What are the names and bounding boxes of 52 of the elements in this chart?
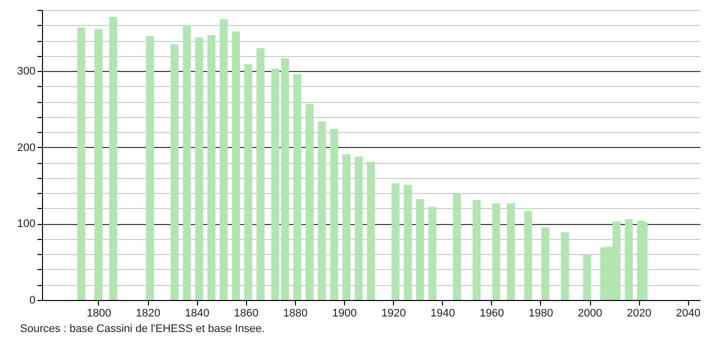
- bar: [146, 36, 154, 300]
- x-tick-label: 1820: [136, 308, 160, 320]
- x-tick-label: 1800: [86, 308, 112, 320]
- y-tick-label: 300: [17, 66, 36, 78]
- bar: [583, 254, 592, 300]
- bar: [109, 16, 118, 300]
- bar: [506, 203, 515, 300]
- bar: [342, 154, 350, 300]
- x-tick-label: 1940: [430, 308, 455, 320]
- bar: [318, 121, 326, 300]
- bar: [182, 25, 191, 300]
- y-tick-label: 0: [29, 294, 36, 306]
- bar: [330, 129, 338, 300]
- x-tick-label: 1980: [528, 308, 554, 320]
- bar: [524, 210, 532, 300]
- bar: [404, 184, 412, 300]
- bar: [452, 194, 461, 300]
- bar: [195, 37, 204, 300]
- bar: [77, 28, 86, 300]
- x-tick-label: 1920: [381, 308, 406, 320]
- x-tick-label: 2020: [626, 308, 652, 320]
- bar: [306, 104, 314, 300]
- x-tick-label: 1860: [234, 308, 259, 320]
- y-tick-label: 100: [17, 218, 36, 230]
- y-tick-label: 200: [17, 142, 36, 154]
- bar: [232, 31, 240, 300]
- bar: [244, 64, 252, 300]
- bar: [392, 183, 400, 300]
- bar: [541, 228, 550, 300]
- x-tick-label: 1880: [283, 308, 308, 320]
- x-tick-label: 1900: [332, 308, 357, 320]
- bar: [560, 232, 569, 300]
- bar: [428, 206, 436, 300]
- x-tick-label: 2040: [676, 308, 700, 320]
- x-tick-label: 1960: [480, 308, 504, 320]
- bar: [271, 68, 280, 300]
- bar: [416, 199, 424, 300]
- x-tick-label: 1840: [184, 308, 210, 320]
- source-note: Sources : base Cassini de l'EHESS et base Insee.: [20, 323, 265, 335]
- bar: [472, 200, 481, 300]
- bar: [624, 219, 633, 300]
- bar: [207, 35, 216, 300]
- bar: [220, 19, 228, 300]
- bar: [293, 74, 302, 300]
- bar: [256, 48, 265, 300]
- x-tick-label: 2000: [578, 308, 602, 320]
- bar: [94, 29, 102, 300]
- bar: [367, 162, 375, 300]
- bar: [281, 58, 290, 300]
- bar: [170, 44, 179, 300]
- bar: [492, 203, 500, 300]
- bar: [354, 156, 363, 300]
